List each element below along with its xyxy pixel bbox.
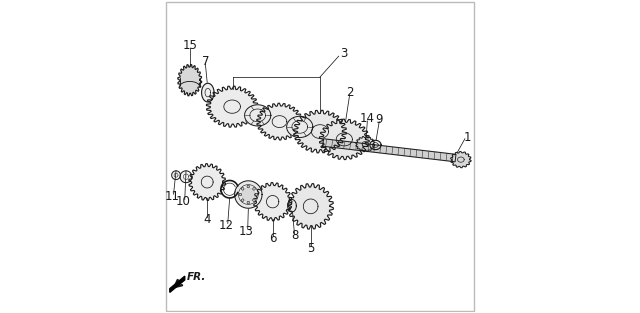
Circle shape (239, 193, 242, 196)
Circle shape (253, 187, 255, 190)
Text: FR.: FR. (188, 272, 207, 282)
Polygon shape (287, 199, 296, 212)
Text: 7: 7 (202, 55, 209, 68)
Text: 11: 11 (164, 190, 179, 203)
Polygon shape (244, 105, 271, 126)
Polygon shape (207, 86, 258, 127)
Circle shape (255, 193, 258, 196)
Polygon shape (253, 182, 292, 221)
Polygon shape (189, 164, 225, 200)
Polygon shape (257, 103, 302, 140)
Polygon shape (288, 184, 333, 229)
Polygon shape (287, 116, 313, 137)
Text: 15: 15 (182, 39, 197, 52)
Text: 5: 5 (307, 242, 314, 255)
Circle shape (241, 187, 244, 190)
Circle shape (247, 201, 250, 204)
Polygon shape (202, 83, 214, 102)
Polygon shape (356, 136, 374, 152)
Polygon shape (180, 171, 192, 183)
Text: 1: 1 (463, 131, 471, 144)
Text: 4: 4 (204, 213, 211, 226)
Polygon shape (180, 67, 200, 93)
Text: 3: 3 (340, 47, 347, 59)
Text: 6: 6 (269, 232, 276, 245)
Polygon shape (170, 276, 185, 292)
Circle shape (253, 199, 255, 202)
Polygon shape (242, 188, 255, 201)
Polygon shape (235, 181, 262, 208)
Text: 8: 8 (291, 229, 298, 243)
Text: 10: 10 (175, 195, 190, 208)
Circle shape (247, 185, 250, 188)
Polygon shape (319, 119, 369, 160)
Polygon shape (323, 139, 456, 162)
Text: 2: 2 (346, 86, 353, 99)
Text: 14: 14 (360, 112, 375, 125)
Circle shape (241, 199, 244, 202)
Polygon shape (451, 151, 471, 168)
Polygon shape (172, 171, 180, 180)
Text: 12: 12 (218, 219, 234, 232)
Text: 13: 13 (238, 225, 253, 238)
Polygon shape (294, 110, 346, 153)
Text: 9: 9 (376, 113, 383, 126)
Polygon shape (370, 140, 381, 150)
Polygon shape (178, 64, 202, 96)
